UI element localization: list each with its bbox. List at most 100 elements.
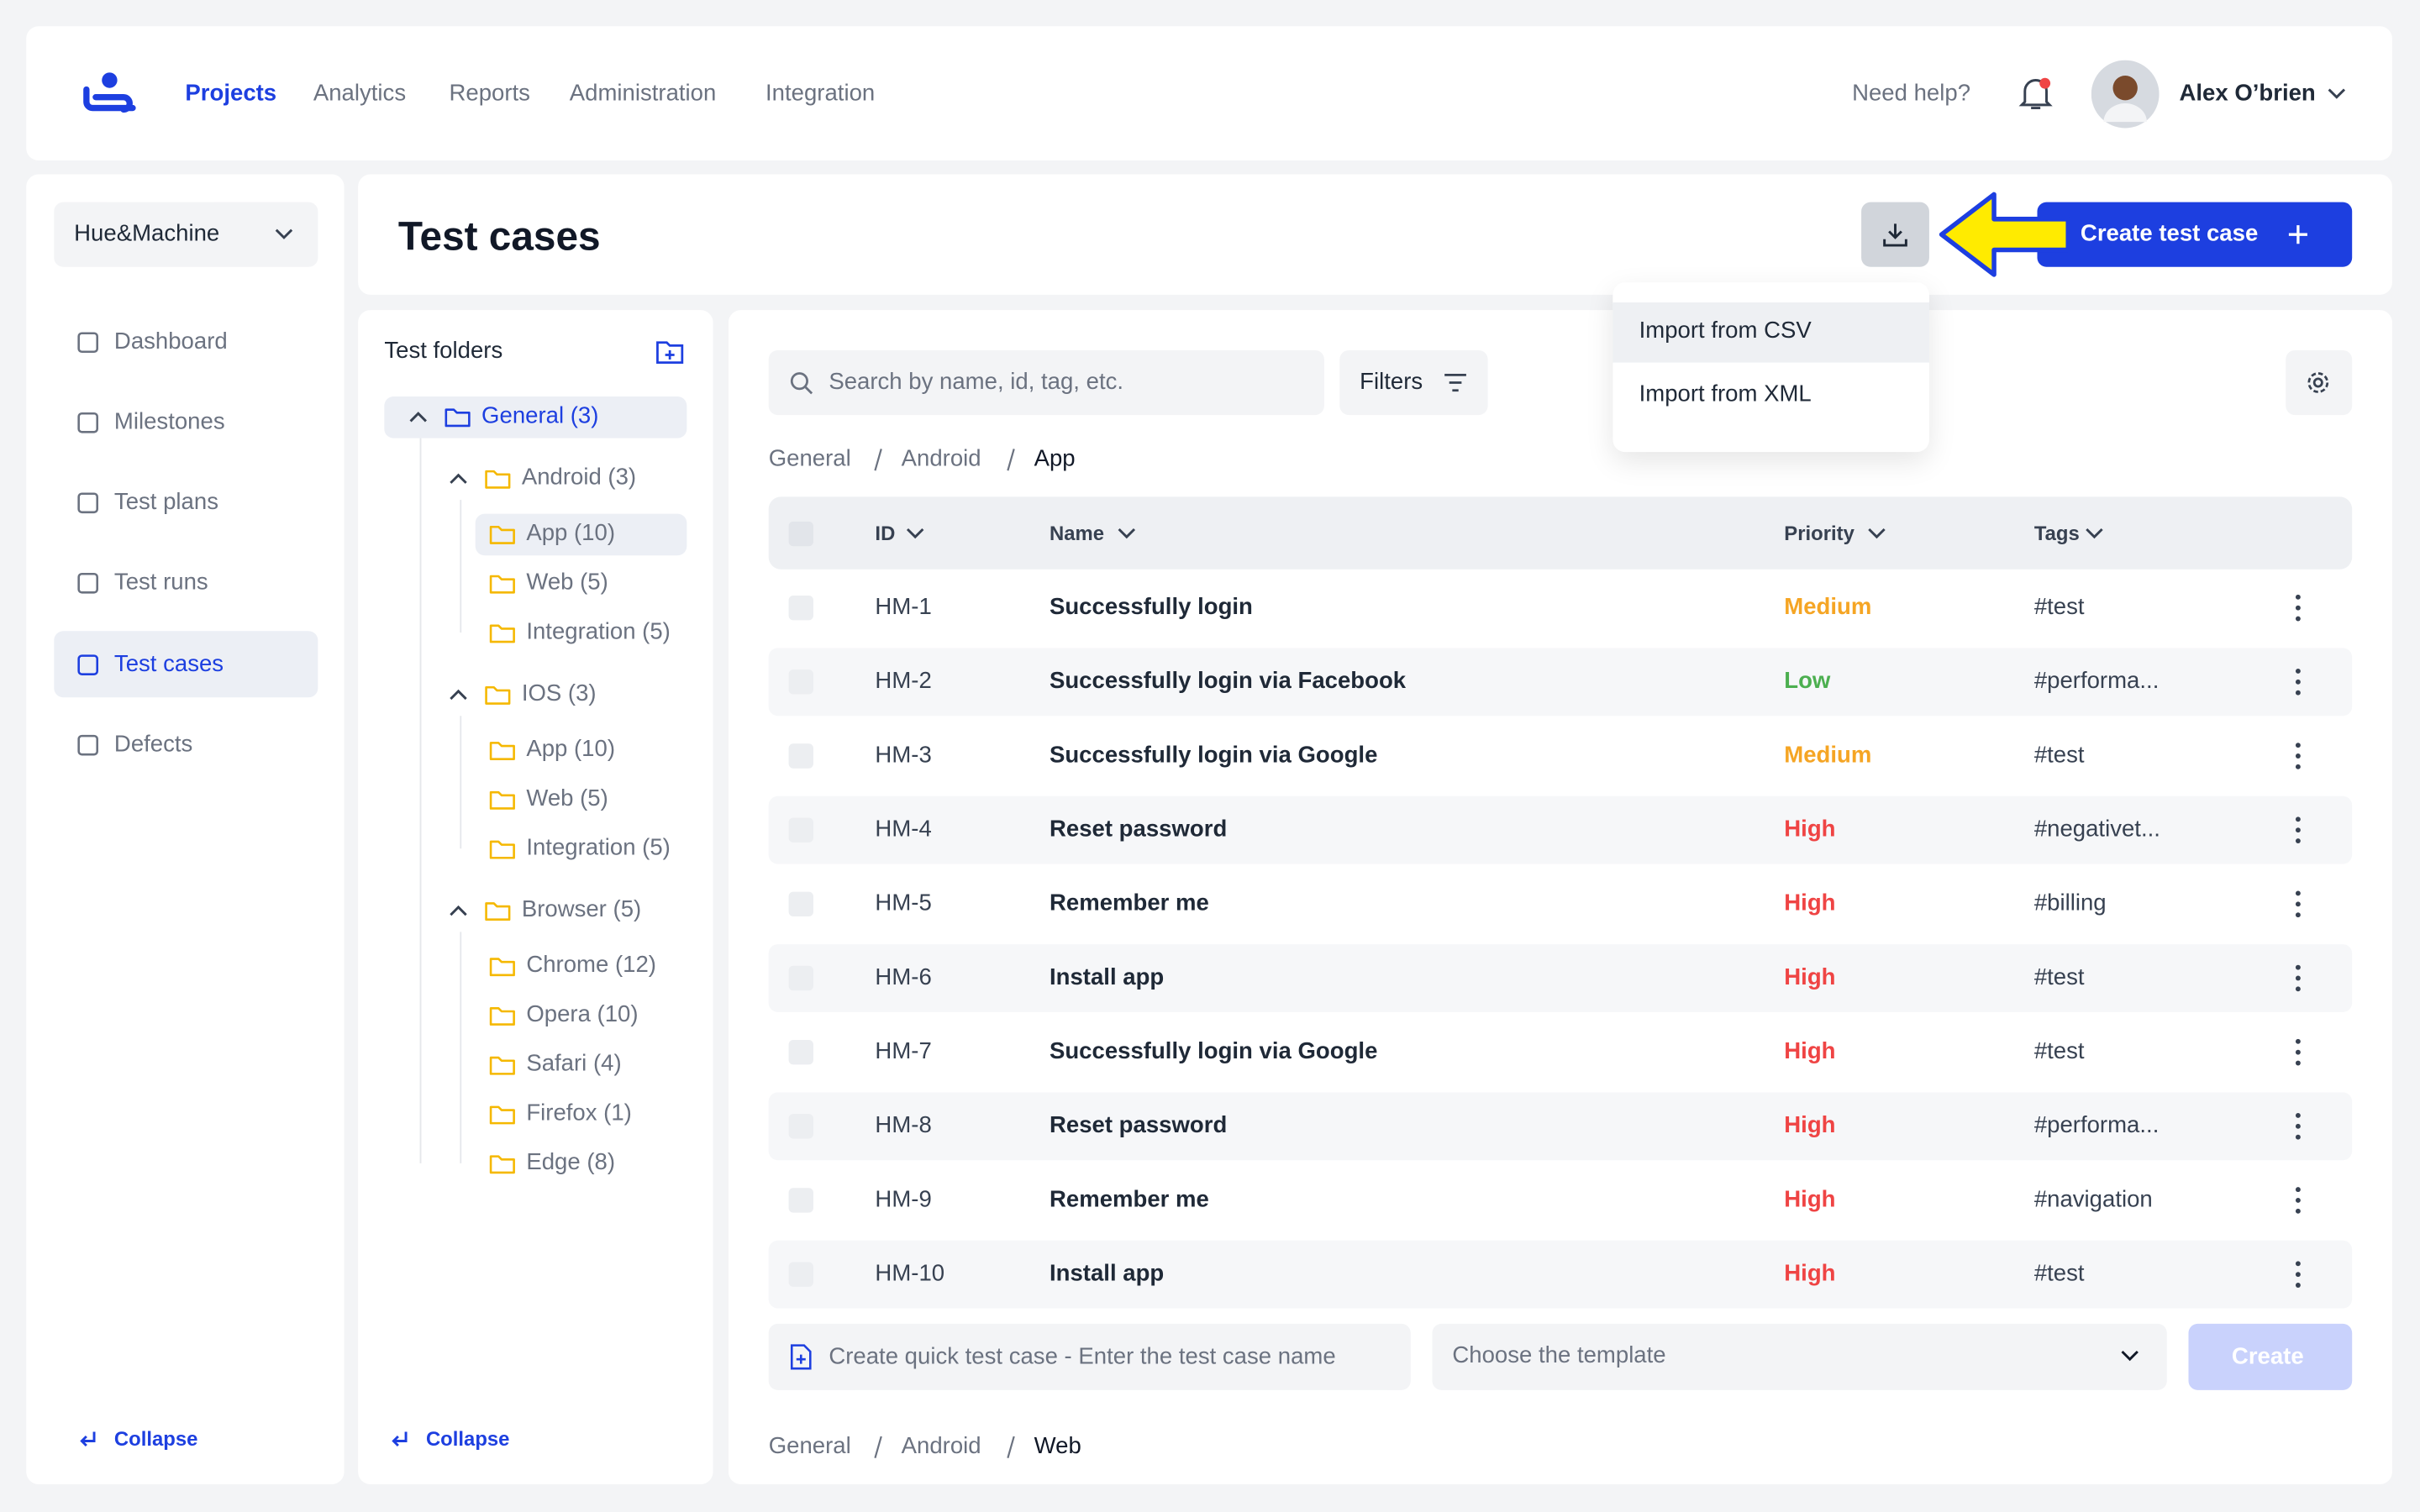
row-menu[interactable] [2293,816,2302,844]
nav-link[interactable]: Projects [185,80,277,107]
settings-button[interactable] [2286,349,2353,416]
folder-label[interactable]: Web (5) [526,785,608,812]
menu-item[interactable]: Test cases [113,651,224,678]
quick-create-button[interactable] [2188,1323,2353,1390]
checkbox[interactable] [788,1114,813,1139]
checkbox[interactable] [788,669,813,695]
folder-icon [489,1056,515,1075]
help-link[interactable]: Need help? [1852,80,1971,107]
filters-button[interactable] [1339,349,1488,416]
collapse-link[interactable]: Collapse [113,1426,198,1451]
menu-item[interactable]: Milestones [113,408,225,435]
row-bg [768,648,2353,717]
column-header[interactable]: ID [875,521,896,545]
case-tags: #test [2033,1038,2085,1065]
row-menu[interactable] [2293,1261,2302,1289]
tree-guide [460,716,462,849]
chevron-up [450,905,467,916]
nav-link[interactable]: Reports [449,80,530,107]
avatar[interactable] [2091,60,2160,129]
logo [83,72,136,113]
template-select[interactable] [1432,1323,2167,1390]
row-menu[interactable] [2293,1038,2302,1066]
case-name[interactable]: Reset password [1049,1112,1228,1139]
collapse-link[interactable]: Collapse [425,1426,510,1451]
case-priority: High [1784,1186,1836,1213]
import-option[interactable]: Import from CSV [1639,318,1812,344]
breadcrumb-item[interactable]: Android [901,445,981,473]
row-menu[interactable] [2293,742,2302,769]
breadcrumb-item[interactable]: General [768,445,851,473]
row-menu[interactable] [2293,668,2302,696]
folder-label[interactable]: App (10) [526,519,616,547]
row-menu[interactable] [2293,1186,2302,1214]
case-priority: High [1784,1112,1836,1139]
folder-label[interactable]: Opera (10) [526,1001,639,1028]
chevron-down [1118,528,1136,539]
project-name: Hue&Machine [74,220,220,247]
folder-label[interactable]: IOS (3) [521,680,597,707]
menu-item[interactable]: Test plans [113,489,218,516]
checkbox[interactable] [788,1039,813,1065]
chevron-down [2121,1350,2139,1362]
folder-label[interactable]: Edge (8) [526,1149,616,1176]
nav-link[interactable]: Administration [569,80,717,107]
checkbox[interactable] [788,1188,813,1213]
folder-label[interactable]: Integration (5) [526,834,671,861]
row-menu[interactable] [2293,964,2302,992]
folder-label[interactable]: Chrome (12) [526,952,656,979]
chevron-down [906,528,924,539]
case-name[interactable]: Remember me [1049,1186,1209,1213]
search-input[interactable] [768,349,1324,416]
column-header[interactable]: Priority [1784,521,1854,545]
folder-icon [489,525,515,544]
case-priority: High [1784,890,1836,917]
checkbox[interactable] [788,1262,813,1287]
case-name[interactable]: Install app [1049,1260,1165,1287]
checkbox[interactable] [788,743,813,769]
nav-link[interactable]: Integration [765,80,876,107]
checkbox[interactable] [788,891,813,917]
breadcrumb-item[interactable]: Android [901,1433,981,1460]
case-name[interactable]: Reset password [1049,816,1228,843]
nav-link[interactable]: Analytics [313,80,407,107]
import-option[interactable]: Import from XML [1639,381,1812,407]
folder-label[interactable]: Integration (5) [526,618,671,645]
column-header[interactable]: Name [1049,521,1105,545]
checkbox[interactable] [788,521,813,547]
folder-label[interactable]: Android (3) [521,464,637,491]
folder-label[interactable]: App (10) [526,736,616,763]
folder-label[interactable]: General (3) [481,402,599,429]
gear-icon [2307,372,2329,393]
folder-label[interactable]: Browser (5) [521,896,642,923]
folder-label[interactable]: Firefox (1) [526,1100,632,1126]
menu-item[interactable]: Test runs [113,569,208,596]
case-name[interactable]: Remember me [1049,890,1209,917]
case-name[interactable]: Successfully login via Google [1049,742,1378,769]
row-menu[interactable] [2293,594,2302,622]
user-name[interactable]: Alex O’brien [2179,80,2316,107]
case-name[interactable]: Successfully login via Google [1049,1038,1378,1065]
menu-item[interactable]: Defects [113,731,193,758]
download-icon [1883,223,1907,247]
folder-icon [489,790,515,810]
bell-icon[interactable] [2018,76,2053,113]
folder-label[interactable]: Web (5) [526,569,608,596]
table-header [768,496,2353,570]
menu-item[interactable]: Dashboard [113,328,228,355]
add-folder-icon[interactable] [655,336,686,367]
breadcrumb-item[interactable]: General [768,1433,851,1460]
folder-label[interactable]: Safari (4) [526,1050,622,1078]
case-name[interactable]: Successfully login [1049,594,1253,621]
checkbox[interactable] [788,595,813,621]
checkbox[interactable] [788,965,813,991]
project-select[interactable] [54,202,318,267]
column-header[interactable]: Tags [2033,521,2080,545]
case-name[interactable]: Successfully login via Facebook [1049,668,1407,695]
row-menu[interactable] [2293,890,2302,918]
case-name[interactable]: Install app [1049,963,1165,991]
case-priority: High [1784,816,1836,843]
quick-create-input[interactable] [768,1323,1411,1390]
row-menu[interactable] [2293,1112,2302,1140]
checkbox[interactable] [788,817,813,843]
